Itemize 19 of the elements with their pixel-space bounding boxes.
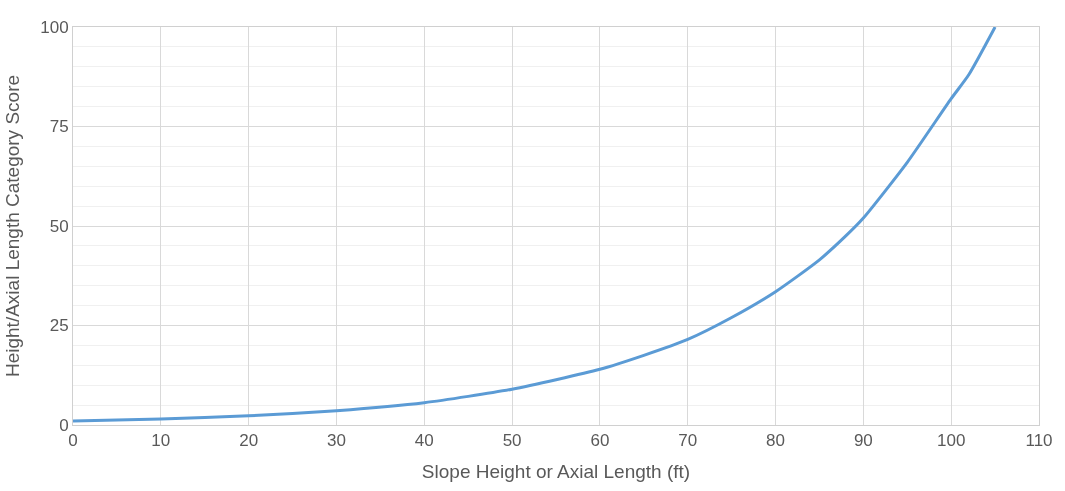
y-tick-label: 25 [49,316,69,336]
y-axis-title: Height/Axial Length Category Score [2,74,24,378]
y-tick-label: 75 [49,117,69,137]
x-tick-label: 90 [853,431,873,451]
y-tick-label: 50 [49,216,69,236]
x-tick-label: 100 [936,431,966,451]
x-tick-label: 70 [678,431,698,451]
x-axis-title: Slope Height or Axial Length (ft) [421,461,691,483]
line-series [73,27,997,423]
x-tick-label: 40 [414,431,434,451]
y-tick-label: 100 [40,17,69,37]
x-tick-label: 30 [326,431,346,451]
x-tick-label: 110 [1025,431,1053,451]
x-tick-label: 10 [151,431,171,451]
x-tick-label: 60 [590,431,610,451]
y-tick-label: 0 [59,415,69,435]
x-tick-label: 80 [766,431,786,451]
x-tick-label: 50 [502,431,522,451]
x-tick-label: 20 [239,431,259,451]
